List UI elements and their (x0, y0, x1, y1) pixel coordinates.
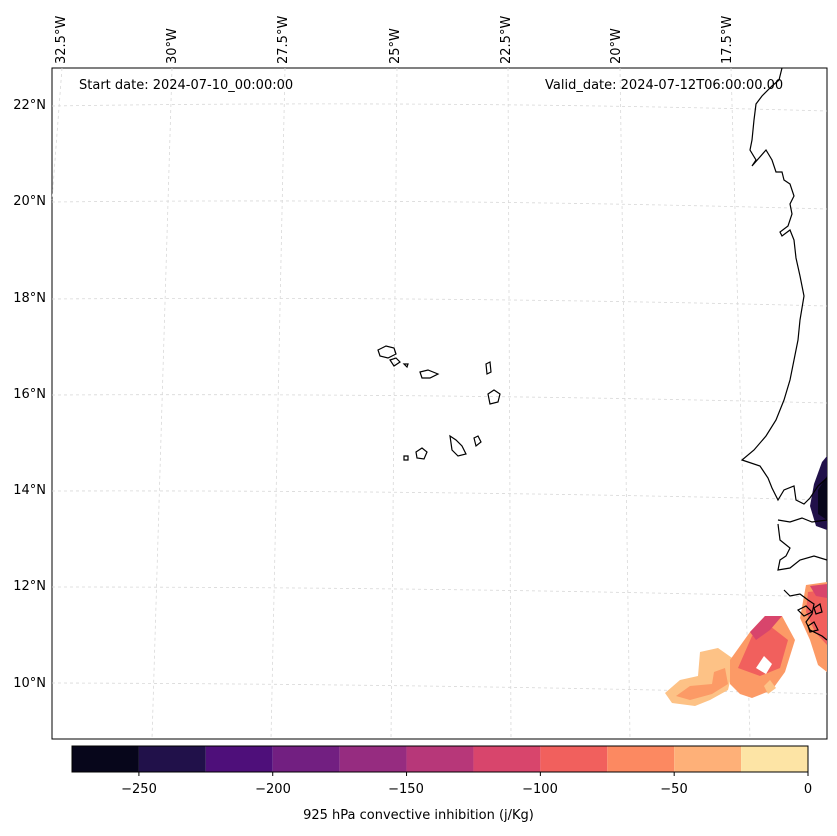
cin-patch-coast-dark (810, 584, 827, 598)
guinea-coast (783, 589, 828, 641)
colorbar-segment (72, 746, 139, 772)
cin-patch-north-dark (818, 476, 827, 520)
island-maio (473, 435, 482, 448)
colorbar-ticks (138, 772, 809, 776)
island-santiago (449, 434, 467, 457)
cin-patch-hole (756, 656, 772, 674)
lon-label-27-5w: 27.5°W (276, 15, 291, 64)
colorbar-tick-label: 0 (803, 782, 813, 797)
colorbar-tick-label: −150 (388, 782, 424, 797)
colorbar-segment (406, 746, 474, 772)
colorbar-segment (473, 746, 541, 772)
gridlines (51, 67, 828, 740)
island-sal (485, 361, 492, 375)
colorbar-label: 925 hPa convective inhibition (j/Kg) (303, 808, 534, 823)
valid-date-label: Valid_date: 2024-07-12T06:00:00.00 (545, 78, 784, 93)
colorbar-segment (272, 746, 340, 772)
cin-patch-hole2 (764, 680, 776, 694)
island-sao-nicolau (419, 369, 440, 379)
bijagos-2 (813, 603, 823, 615)
colorbar-segment (741, 746, 808, 772)
colorbar-tick-label: −100 (522, 782, 558, 797)
lat-label-20n: 20°N (13, 194, 46, 209)
lat-label-14n: 14°N (13, 483, 46, 498)
island-brava (403, 455, 409, 461)
start-date-label: Start date: 2024-07-10_00:00:00 (79, 78, 294, 93)
cin-patch-central-core (738, 626, 788, 676)
colorbar-segment (674, 746, 742, 772)
lon-label-25w: 25°W (388, 28, 403, 64)
island-santo-antao (377, 345, 397, 359)
cin-field (665, 456, 827, 706)
colorbar-segment (205, 746, 273, 772)
gambia-coast (777, 523, 828, 571)
lat-label-16n: 16°N (13, 387, 46, 402)
lat-label-22n: 22°N (13, 98, 46, 113)
colorbar-tick-label: −250 (121, 782, 157, 797)
lon-label-20w: 20°W (609, 28, 624, 64)
island-sao-vicente (389, 357, 401, 367)
cin-patch-west-inner (676, 668, 728, 700)
senegal-coast (777, 517, 828, 523)
bijagos-3 (807, 621, 819, 633)
island-santa-luzia (402, 363, 409, 369)
colorbar-tick-label: −200 (255, 782, 291, 797)
colorbar-segment (138, 746, 206, 772)
cape-verde-islands (377, 345, 501, 461)
lat-label-18n: 18°N (13, 291, 46, 306)
colorbar-segment (607, 746, 675, 772)
colorbar-tick-label: −50 (660, 782, 688, 797)
colorbar-border (71, 745, 809, 773)
lat-label-10n: 10°N (13, 676, 46, 691)
colorbar-segment (339, 746, 407, 772)
cin-patch-coast-core (806, 590, 827, 645)
lon-label-17-5w: 17.5°W (720, 15, 735, 64)
island-boa-vista (487, 389, 501, 405)
lat-label-12n: 12°N (13, 579, 46, 594)
colorbar (71, 745, 809, 773)
map-frame (51, 67, 828, 740)
colorbar-segment (540, 746, 608, 772)
africa-coast (740, 67, 828, 505)
coastlines (740, 67, 828, 641)
lon-label-32-5w: 32.5°W (54, 15, 69, 64)
lon-label-22-5w: 22.5°W (499, 15, 514, 64)
cin-patch-central-top (750, 616, 782, 640)
island-fogo (415, 447, 428, 460)
bijagos-1 (796, 605, 814, 617)
lon-label-30w: 30°W (165, 28, 180, 64)
